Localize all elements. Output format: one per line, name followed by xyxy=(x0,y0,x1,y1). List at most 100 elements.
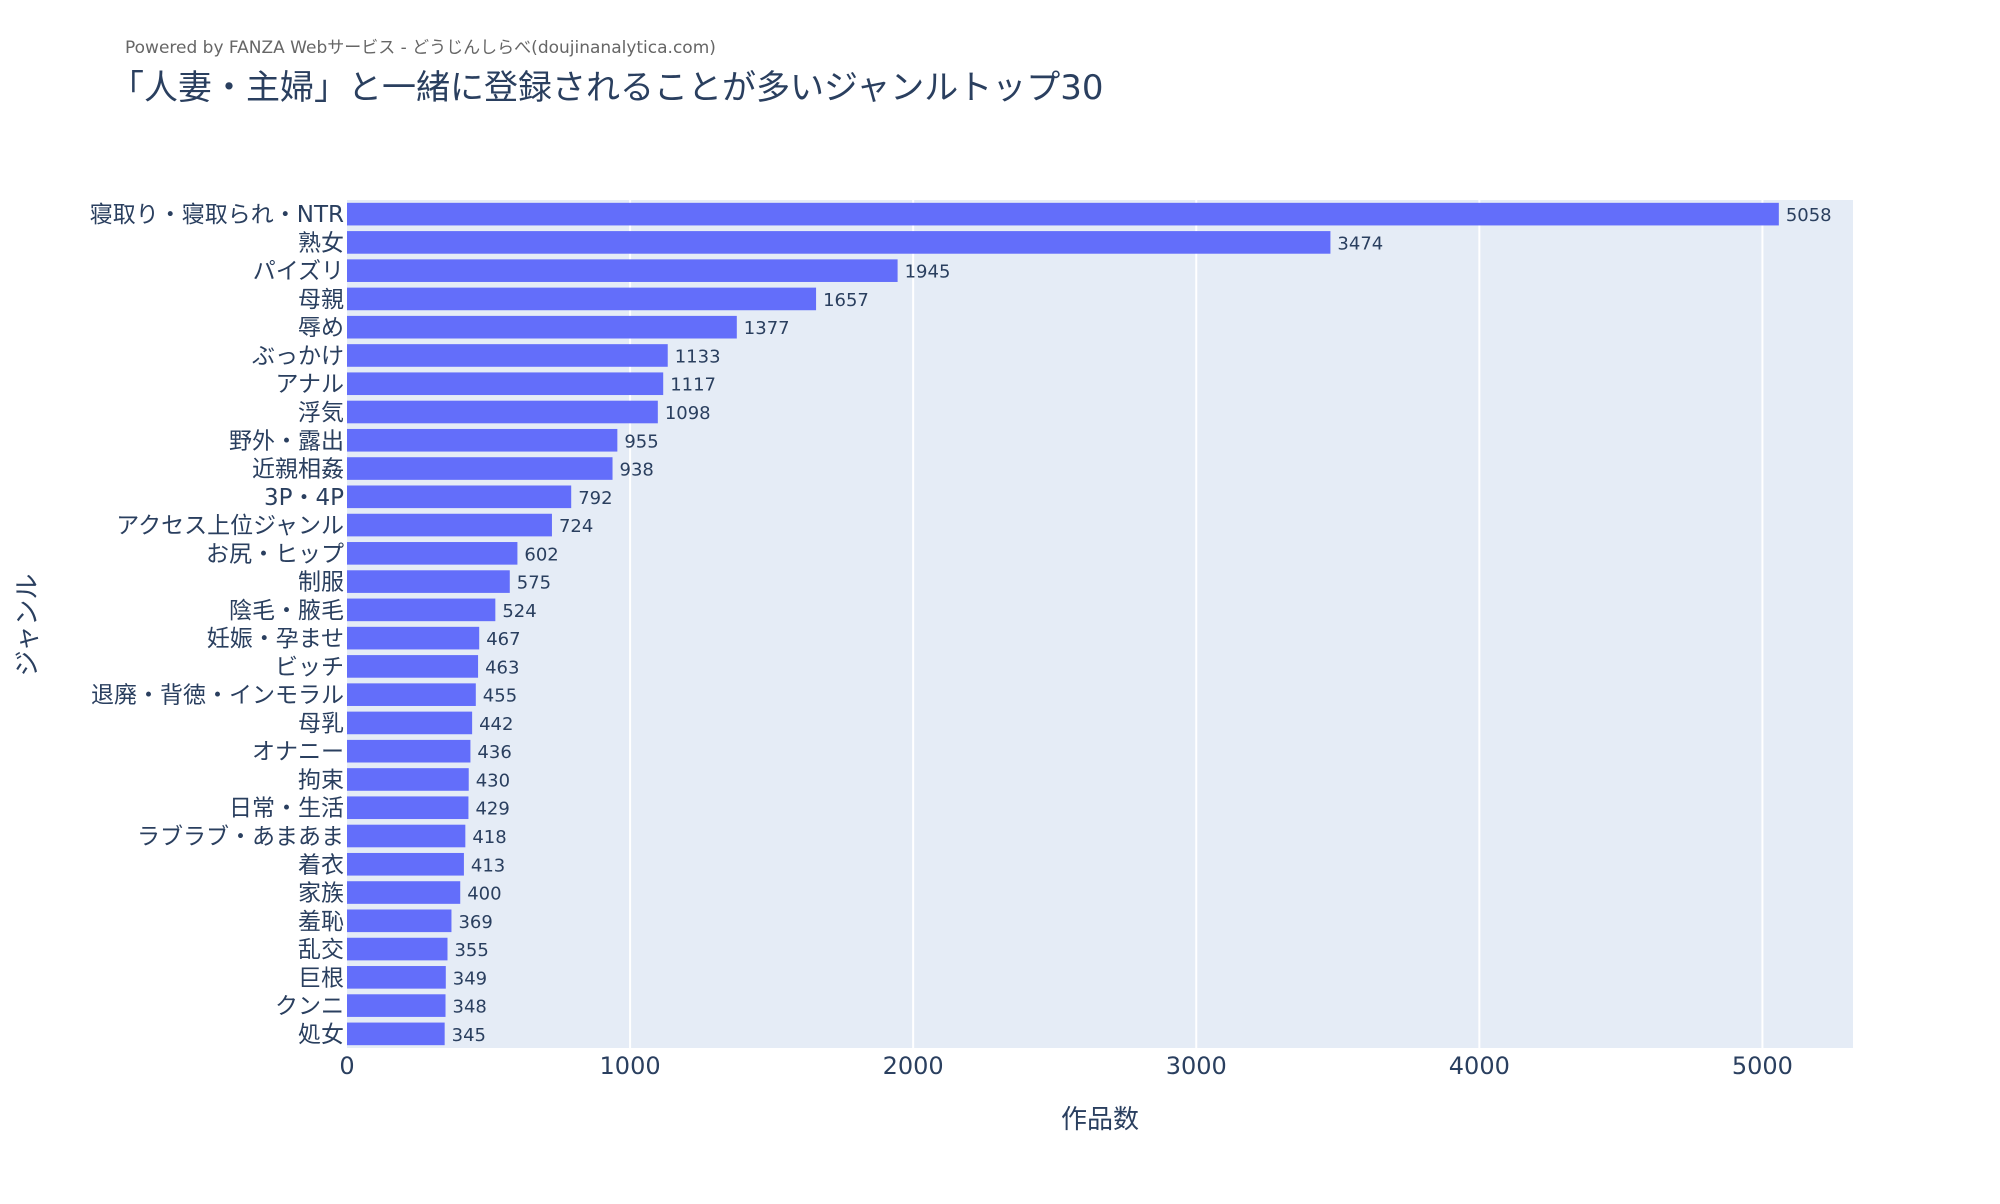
data-label: 436 xyxy=(477,742,511,763)
bar xyxy=(347,513,552,537)
bar xyxy=(347,457,613,480)
data-label: 400 xyxy=(467,884,501,905)
x-tick-label: 0 xyxy=(339,1052,354,1080)
category-label: 妊娠・孕ませ xyxy=(207,626,344,652)
category-label: 退廃・背徳・インモラル xyxy=(91,683,344,709)
data-label: 955 xyxy=(624,431,658,452)
data-label: 1133 xyxy=(675,346,721,367)
x-axis-ticks: 0 1000 2000 3000 4000 5000 xyxy=(339,1052,1793,1080)
category-label: 浮気 xyxy=(298,400,344,426)
category-labels: 寝取り・寝取られ・NTR熟女パイズリ母親辱めぶっかけアナル浮気野外・露出近親相姦… xyxy=(90,202,344,1048)
credit-text: Powered by FANZA Webサービス - どうじんしらべ(douji… xyxy=(125,38,716,58)
bar xyxy=(347,994,446,1017)
data-label: 429 xyxy=(475,799,509,820)
data-label: 345 xyxy=(452,1025,486,1046)
data-label: 3474 xyxy=(1337,233,1383,254)
data-label: 792 xyxy=(578,488,612,509)
bar xyxy=(347,683,476,706)
bar xyxy=(347,231,1331,254)
category-label: ビッチ xyxy=(275,654,344,680)
data-label: 938 xyxy=(620,460,654,481)
bar xyxy=(347,259,898,282)
data-label: 575 xyxy=(517,573,551,594)
bar xyxy=(347,881,461,904)
y-axis-title: ジャンル xyxy=(13,574,43,677)
x-tick-label: 1000 xyxy=(600,1052,661,1080)
bar xyxy=(347,570,510,593)
category-label: 母乳 xyxy=(298,711,344,737)
gridlines xyxy=(629,200,1764,1048)
data-label: 430 xyxy=(476,770,510,791)
category-label: 着衣 xyxy=(298,852,344,878)
x-tick-label: 3000 xyxy=(1166,1052,1227,1080)
category-label: オナニー xyxy=(252,739,344,765)
bar xyxy=(347,655,479,678)
data-label: 1098 xyxy=(665,403,711,424)
bar xyxy=(347,937,448,961)
bar xyxy=(347,400,658,424)
plot-area xyxy=(347,200,1853,1048)
data-label: 5058 xyxy=(1786,205,1832,226)
x-tick-label: 5000 xyxy=(1732,1052,1793,1080)
data-label: 1117 xyxy=(670,375,716,396)
bar xyxy=(347,542,518,565)
category-label: 巨根 xyxy=(298,965,344,991)
category-label: 辱め xyxy=(298,315,344,341)
category-label: 寝取り・寝取られ・NTR xyxy=(90,202,344,228)
data-label: 602 xyxy=(524,544,558,565)
bar xyxy=(347,428,618,452)
data-label: 1657 xyxy=(823,290,869,311)
bar xyxy=(347,966,446,989)
category-label: パイズリ xyxy=(253,259,344,285)
data-label: 1945 xyxy=(905,262,951,283)
data-labels: 5058 3474 1945 1657 1377 1133 1117 1098 955 938 79… xyxy=(452,205,1832,1046)
category-label: アクセス上位ジャンル xyxy=(116,513,344,539)
category-label: 陰毛・腋毛 xyxy=(229,598,344,624)
data-label: 1377 xyxy=(744,318,790,339)
bars xyxy=(347,202,1779,1046)
category-label: 野外・露出 xyxy=(229,428,344,454)
category-label: 家族 xyxy=(298,881,344,907)
data-label: 467 xyxy=(486,629,520,650)
category-label: 制服 xyxy=(298,570,344,596)
data-label: 442 xyxy=(479,714,513,735)
category-label: 熟女 xyxy=(298,230,344,256)
bar xyxy=(347,315,737,339)
category-label: 近親相姦 xyxy=(252,457,344,483)
bar xyxy=(347,598,496,622)
x-tick-label: 2000 xyxy=(883,1052,944,1080)
data-label: 413 xyxy=(471,855,505,876)
bar xyxy=(347,909,452,933)
bar xyxy=(347,202,1779,226)
bar xyxy=(347,824,466,848)
chart-title: 「人妻・主婦」と一緒に登録されることが多いジャンルトップ30 xyxy=(110,68,1104,108)
category-label: 処女 xyxy=(298,1022,344,1048)
data-label: 349 xyxy=(453,968,487,989)
x-axis-title: 作品数 xyxy=(1061,1105,1139,1135)
category-label: ぶっかけ xyxy=(252,343,344,369)
bar xyxy=(347,852,464,876)
bar xyxy=(347,711,473,735)
category-label: 乱交 xyxy=(298,937,344,963)
bar xyxy=(347,485,572,509)
category-label: 母親 xyxy=(298,287,344,313)
category-label: アナル xyxy=(275,372,344,398)
bar xyxy=(347,796,469,820)
data-label: 355 xyxy=(454,940,488,961)
data-label: 369 xyxy=(458,912,492,933)
category-label: ラブラブ・あまあま xyxy=(137,824,344,850)
bar xyxy=(347,626,480,650)
bar xyxy=(347,1022,445,1046)
x-tick-label: 4000 xyxy=(1449,1052,1510,1080)
category-label: 羞恥 xyxy=(298,909,344,935)
category-label: 拘束 xyxy=(298,767,344,793)
data-label: 463 xyxy=(485,657,519,678)
category-label: クンニ xyxy=(275,994,344,1020)
data-label: 348 xyxy=(453,997,487,1018)
data-label: 724 xyxy=(559,516,593,537)
category-label: 日常・生活 xyxy=(229,796,344,822)
bar xyxy=(347,372,664,396)
bar xyxy=(347,287,817,311)
